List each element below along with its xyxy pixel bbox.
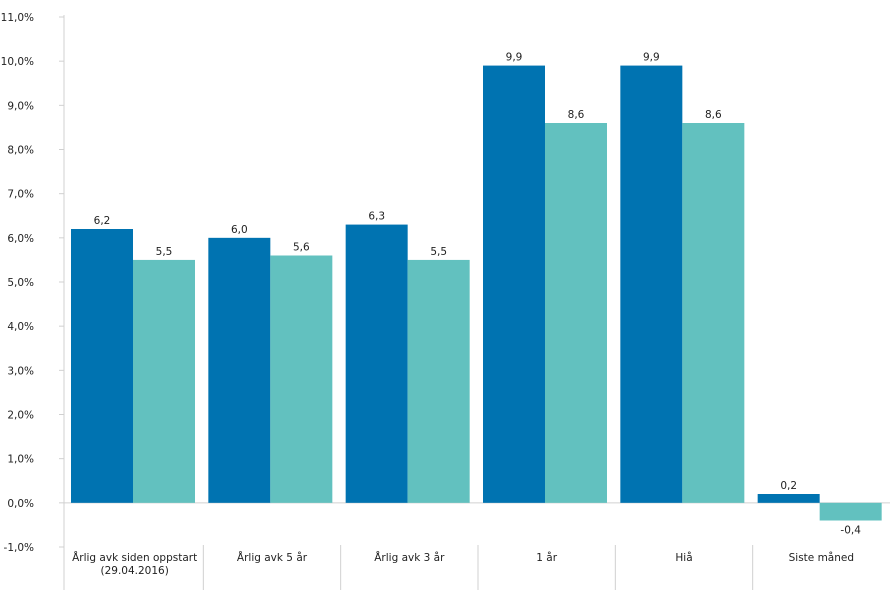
- y-tick-label: 2,0%: [7, 410, 34, 422]
- data-label: 0,2: [780, 480, 797, 492]
- bar: [270, 255, 333, 503]
- bar: [208, 237, 271, 503]
- category-label: Hiå: [675, 551, 692, 564]
- bar: [682, 123, 745, 503]
- data-label: 6,3: [368, 211, 385, 223]
- category-label: Siste måned: [789, 551, 854, 564]
- y-tick-label: 6,0%: [7, 233, 34, 245]
- data-label: 6,2: [94, 215, 111, 227]
- bar: [483, 65, 545, 503]
- data-label: 9,9: [643, 52, 660, 64]
- category-label: (29.04.2016): [101, 565, 169, 577]
- y-tick-label: 10,0%: [1, 56, 34, 68]
- y-tick-label: 8,0%: [7, 145, 34, 157]
- data-label: -0,4: [840, 525, 861, 537]
- category-label: Årlig avk 5 år: [237, 551, 308, 564]
- data-label: 9,9: [506, 52, 523, 64]
- bar: [133, 259, 195, 503]
- bar: [71, 229, 133, 503]
- category-label: 1 år: [536, 551, 557, 564]
- y-tick-label: 1,0%: [7, 454, 34, 466]
- bar: [620, 65, 683, 503]
- y-tick-label: 11,0%: [1, 12, 34, 24]
- data-label: 8,6: [568, 109, 585, 121]
- data-label: 5,6: [293, 242, 310, 254]
- bar: [407, 259, 470, 503]
- bar: [345, 224, 408, 503]
- y-tick-label: 3,0%: [7, 365, 34, 377]
- bar: [757, 494, 820, 503]
- data-label: 5,5: [156, 246, 173, 258]
- y-tick-label: 5,0%: [7, 277, 34, 289]
- y-tick-label: 4,0%: [7, 321, 34, 333]
- data-label: 8,6: [705, 109, 722, 121]
- category-label: Årlig avk siden oppstart: [72, 551, 197, 564]
- category-label: Årlig avk 3 år: [374, 551, 445, 564]
- y-tick-label: 7,0%: [7, 189, 34, 201]
- y-tick-label: 9,0%: [7, 100, 34, 112]
- y-tick-label: 0,0%: [7, 498, 34, 510]
- bar: [545, 123, 607, 503]
- y-tick-label: -1,0%: [4, 542, 34, 554]
- data-label: 5,5: [430, 246, 447, 258]
- bar: [819, 502, 882, 521]
- data-label: 6,0: [231, 224, 248, 236]
